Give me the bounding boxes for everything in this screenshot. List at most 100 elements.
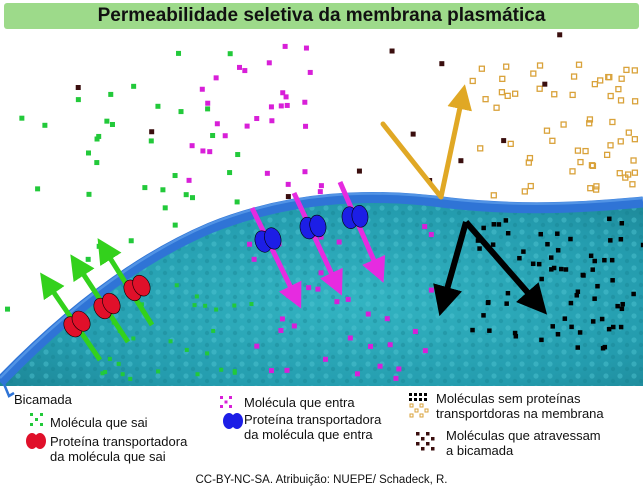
no-protein-molecule	[597, 77, 604, 84]
bilayer-molecule-inside	[609, 257, 615, 263]
bilayer-arrow	[433, 221, 469, 317]
incoming-molecule	[278, 327, 284, 333]
bilayer-molecule	[542, 81, 548, 87]
outgoing-molecule	[174, 283, 179, 288]
no-protein-molecule	[527, 182, 534, 190]
bilayer-molecule-inside	[505, 290, 511, 296]
outgoing-molecule	[96, 243, 102, 249]
bilayer-molecule-inside	[481, 225, 486, 231]
bilayer-molecule-inside	[592, 296, 597, 301]
legend-outgoing-molecule-label: Molécula que sai	[50, 415, 148, 430]
outgoing-molecule	[192, 303, 197, 308]
bilayer-molecule-inside	[545, 241, 550, 247]
outgoing-molecule	[108, 91, 114, 97]
legend-bilayer-pointer	[2, 383, 15, 398]
outgoing-molecule	[19, 115, 25, 121]
outgoing-molecule	[116, 361, 121, 366]
outgoing-molecule	[194, 294, 199, 299]
bilayer-molecule-inside	[569, 324, 574, 330]
reflect-arrow-in	[380, 121, 444, 200]
legend-incoming-protein-label-1: Proteína transportadora	[244, 412, 382, 427]
no-protein-molecule	[499, 75, 506, 83]
bilayer-molecule-inside	[618, 236, 624, 242]
no-protein-molecule	[618, 75, 625, 82]
incoming-molecule	[345, 296, 351, 302]
bilayer-molecule-inside	[527, 300, 532, 306]
outgoing-molecule	[203, 303, 208, 308]
no-protein-molecule	[607, 92, 614, 100]
no-protein-molecule	[582, 147, 589, 155]
outgoing-molecule	[172, 173, 178, 179]
no-protein-molecule	[588, 162, 596, 169]
bilayer-molecule	[389, 48, 395, 54]
outgoing-molecule	[128, 238, 134, 244]
no-protein-molecule	[530, 70, 537, 77]
outgoing-molecule	[109, 121, 115, 127]
no-protein-molecule	[536, 85, 543, 92]
no-protein-molecule	[469, 77, 476, 85]
bilayer-molecule-inside	[600, 345, 606, 351]
bilayer-molecule-inside	[470, 327, 475, 333]
bilayer-molecule-inside	[619, 220, 625, 226]
bilayer-molecule-inside	[539, 276, 544, 282]
no-protein-molecule	[603, 151, 611, 159]
bilayer-molecule-inside	[608, 238, 613, 243]
outgoing-molecule	[184, 347, 189, 352]
no-protein-molecule	[560, 121, 567, 128]
legend-outgoing-molecule-swatch	[30, 413, 43, 426]
incoming-molecule	[306, 285, 312, 291]
bilayer-molecule	[285, 194, 291, 200]
incoming-molecule	[285, 181, 291, 187]
incoming-molecule	[251, 256, 257, 262]
bilayer-molecule-inside	[590, 267, 595, 272]
incoming-molecule	[282, 43, 288, 49]
legend-incoming-protein-label-2: da molécula que entra	[244, 427, 373, 442]
no-protein-molecule	[577, 158, 584, 166]
incoming-molecule	[242, 68, 248, 74]
incoming-molecule	[307, 69, 313, 75]
incoming-molecule	[291, 323, 297, 329]
bilayer-molecule-inside	[477, 246, 482, 251]
outgoing-molecule	[232, 370, 237, 375]
outgoing-molecule	[227, 51, 233, 57]
outgoing-molecule	[142, 185, 148, 191]
incoming-molecule	[266, 60, 272, 66]
outgoing-molecule	[183, 192, 189, 198]
bilayer-arrow	[463, 220, 548, 315]
outgoing-molecule	[219, 367, 224, 372]
incoming-molecule	[302, 99, 308, 105]
outgoing-molecule	[178, 109, 184, 115]
outgoing-molecule	[85, 150, 91, 156]
incoming-molecule	[286, 293, 292, 299]
bilayer-molecule-inside	[602, 257, 607, 263]
bilayer-molecule-inside	[590, 319, 596, 324]
outgoing-molecule	[35, 186, 41, 192]
incoming-arrow	[291, 191, 343, 296]
bilayer-molecule-inside	[487, 328, 492, 333]
no-protein-molecule	[586, 120, 593, 127]
incoming-molecule	[384, 316, 390, 322]
no-protein-molecule	[512, 90, 519, 97]
outgoing-molecule	[232, 303, 237, 308]
incoming-molecule	[315, 286, 321, 292]
incoming-molecule	[365, 311, 371, 317]
no-protein-molecule	[569, 91, 576, 99]
legend-symbols	[2, 383, 435, 451]
reflect-arrow-out	[438, 84, 472, 198]
bilayer-molecule-inside	[559, 266, 564, 272]
bilayer-molecule-inside	[575, 345, 581, 350]
outgoing-molecule	[131, 336, 136, 341]
bilayer-molecule-inside	[610, 278, 615, 283]
bilayer-molecule-inside	[574, 293, 580, 298]
bilayer-molecule	[501, 138, 507, 144]
incoming-molecule	[279, 316, 285, 322]
outgoing-molecule	[234, 199, 240, 205]
incoming-molecule	[284, 102, 290, 108]
bilayer-molecule-inside	[504, 301, 509, 306]
outgoing-molecule	[249, 302, 254, 307]
outgoing-molecule	[162, 205, 168, 211]
bilayer-molecule	[75, 85, 81, 91]
legend-bilayer-molecules-label-1: Moléculas que atravessam	[446, 428, 601, 443]
outgoing-molecule	[210, 133, 216, 139]
